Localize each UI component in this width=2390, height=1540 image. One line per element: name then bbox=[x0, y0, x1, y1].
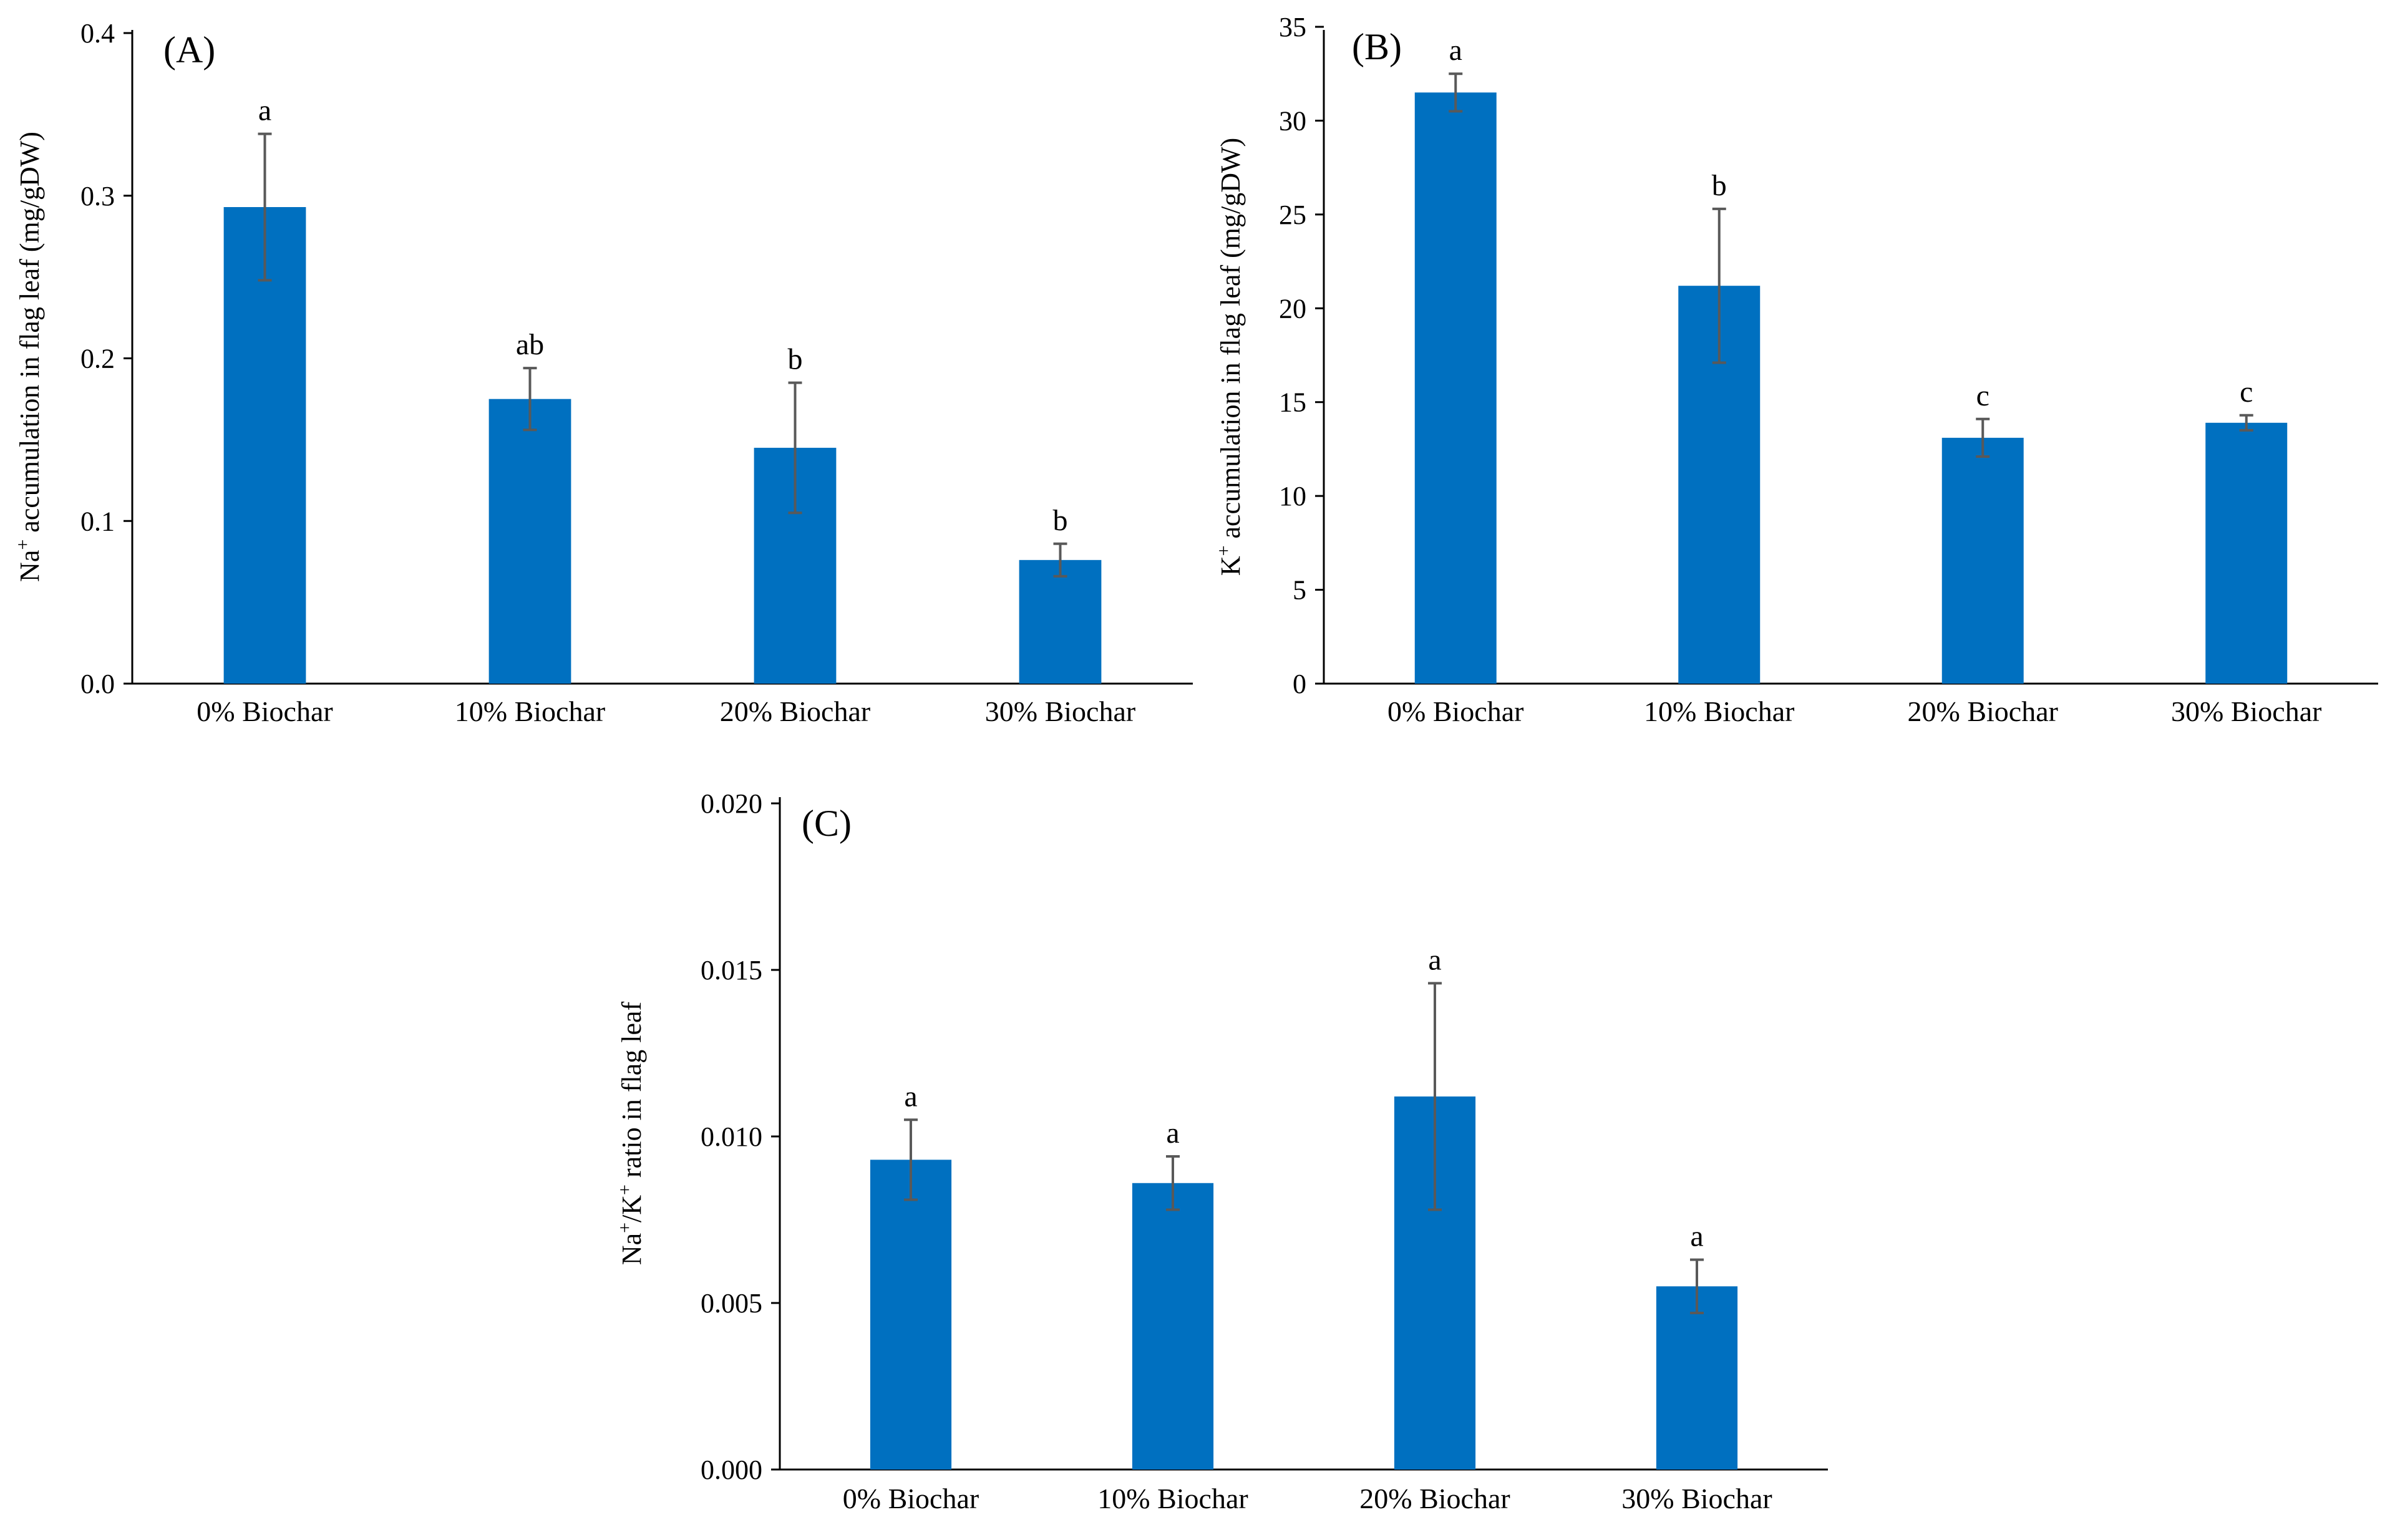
bar-a-1 bbox=[223, 207, 306, 684]
significance-label-b-1: a bbox=[1449, 34, 1462, 67]
significance-label-a-3: b bbox=[788, 343, 803, 376]
category-label-c-1: 0% Biochar bbox=[843, 1483, 979, 1514]
category-label-a-4: 30% Biochar bbox=[985, 695, 1135, 727]
category-label-b-1: 0% Biochar bbox=[1387, 695, 1523, 727]
bar-b-1 bbox=[1414, 92, 1497, 684]
significance-label-c-3: a bbox=[1428, 943, 1441, 976]
y-tick-label-c: 0.000 bbox=[701, 1455, 762, 1485]
panel-label-a: (A) bbox=[163, 29, 215, 70]
category-label-c-4: 30% Biochar bbox=[1621, 1483, 1772, 1514]
y-tick-label-c: 0.015 bbox=[701, 955, 762, 986]
bar-b-4 bbox=[2205, 422, 2288, 684]
significance-label-a-2: ab bbox=[516, 328, 544, 361]
bar-b-3 bbox=[1941, 437, 2024, 684]
y-tick-label-a: 0.2 bbox=[80, 344, 115, 374]
bar-c-2 bbox=[1132, 1183, 1214, 1470]
category-label-c-2: 10% Biochar bbox=[1097, 1483, 1248, 1514]
category-label-b-4: 30% Biochar bbox=[2171, 695, 2321, 727]
y-tick-label-b: 0 bbox=[1293, 669, 1306, 699]
category-label-a-3: 20% Biochar bbox=[720, 695, 870, 727]
y-tick-label-a: 0.1 bbox=[80, 506, 115, 536]
y-tick-label-b: 30 bbox=[1279, 105, 1306, 136]
category-label-a-2: 10% Biochar bbox=[455, 695, 605, 727]
y-tick-label-c: 0.020 bbox=[701, 788, 762, 819]
y-axis-title-b: K+ accumulation in flag leaf (mg/gDW) bbox=[1213, 138, 1246, 576]
panel-label-b: (B) bbox=[1352, 26, 1402, 67]
significance-label-c-1: a bbox=[904, 1080, 917, 1113]
category-label-b-3: 20% Biochar bbox=[1908, 695, 2058, 727]
significance-label-b-2: b bbox=[1712, 169, 1727, 202]
bar-c-1 bbox=[870, 1160, 952, 1470]
panel-label-c: (C) bbox=[802, 803, 852, 844]
bar-a-4 bbox=[1019, 559, 1102, 684]
significance-label-b-3: c bbox=[1976, 379, 1989, 412]
bar-c-4 bbox=[1656, 1286, 1738, 1470]
category-label-b-2: 10% Biochar bbox=[1644, 695, 1794, 727]
y-tick-label-a: 0.0 bbox=[80, 669, 115, 699]
bar-a-2 bbox=[488, 399, 571, 684]
category-label-c-3: 20% Biochar bbox=[1359, 1483, 1510, 1514]
y-axis-title-a: Na+ accumulation in flag leaf (mg/gDW) bbox=[12, 132, 46, 582]
y-axis-title-c: Na+/K+ ratio in flag leaf bbox=[615, 1001, 648, 1265]
significance-label-a-4: b bbox=[1053, 504, 1068, 537]
significance-label-c-4: a bbox=[1690, 1220, 1703, 1253]
significance-label-c-2: a bbox=[1166, 1116, 1179, 1150]
y-tick-label-c: 0.010 bbox=[701, 1121, 762, 1152]
significance-label-b-4: c bbox=[2240, 375, 2253, 409]
y-tick-label-b: 25 bbox=[1279, 200, 1306, 230]
y-tick-label-a: 0.3 bbox=[80, 181, 115, 211]
y-tick-label-b: 35 bbox=[1279, 12, 1306, 42]
y-tick-label-b: 5 bbox=[1293, 575, 1306, 606]
significance-label-a-1: a bbox=[258, 94, 271, 127]
y-tick-label-a: 0.4 bbox=[80, 18, 115, 49]
category-label-a-1: 0% Biochar bbox=[197, 695, 333, 727]
y-tick-label-c: 0.005 bbox=[701, 1288, 762, 1319]
y-tick-label-b: 15 bbox=[1279, 387, 1306, 418]
y-tick-label-b: 20 bbox=[1279, 293, 1306, 324]
y-tick-label-b: 10 bbox=[1279, 481, 1306, 511]
